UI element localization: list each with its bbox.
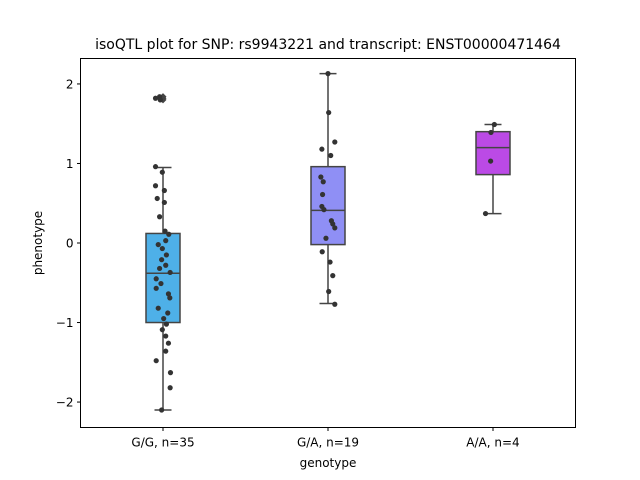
data-point	[153, 276, 159, 282]
data-point	[327, 259, 333, 265]
data-point	[161, 315, 167, 322]
data-point	[321, 206, 327, 213]
data-point	[488, 129, 494, 136]
data-point	[167, 269, 173, 276]
y-tick-label: −2	[56, 396, 74, 410]
data-point	[159, 327, 165, 333]
data-point	[326, 288, 332, 295]
data-point	[167, 385, 173, 391]
y-axis: −2 −1 0 1 2	[56, 77, 81, 410]
x-axis-label: genotype	[300, 456, 357, 470]
data-point	[488, 158, 494, 164]
data-point	[491, 121, 497, 128]
data-point	[159, 169, 165, 175]
y-tick-label: 1	[66, 157, 74, 171]
data-point	[326, 109, 332, 116]
data-point	[155, 305, 161, 311]
plot-area	[145, 71, 511, 413]
data-point	[330, 273, 336, 279]
data-point	[152, 164, 159, 170]
data-point	[157, 265, 163, 272]
data-point	[163, 238, 169, 244]
data-point	[319, 146, 325, 152]
chart-title: isoQTL plot for SNP: rs9943221 and trans…	[95, 37, 561, 53]
data-point	[157, 97, 163, 103]
data-point	[330, 221, 336, 227]
box-iqr	[475, 130, 511, 176]
data-point	[165, 291, 172, 297]
data-point	[332, 139, 338, 145]
y-tick-label: 0	[66, 237, 74, 251]
data-point	[153, 285, 159, 291]
data-point	[153, 358, 159, 364]
data-point	[154, 195, 160, 202]
data-point	[320, 179, 326, 185]
y-tick-label: −1	[56, 316, 74, 330]
data-point	[163, 333, 169, 339]
y-axis-label: phenotype	[31, 211, 45, 275]
data-point	[319, 249, 325, 255]
data-point	[328, 152, 334, 159]
data-point	[166, 231, 172, 237]
data-point	[163, 252, 169, 258]
data-point	[159, 245, 165, 252]
data-point	[162, 228, 168, 234]
data-point	[332, 225, 338, 231]
data-point	[163, 262, 169, 268]
data-point	[161, 187, 167, 194]
data-point	[163, 321, 169, 327]
data-point	[165, 340, 172, 346]
data-point	[155, 241, 161, 248]
x-tick-label: G/A, n=19	[297, 436, 359, 450]
data-point	[167, 370, 174, 376]
data-point	[167, 295, 173, 301]
data-point	[482, 210, 489, 217]
box-group	[310, 72, 346, 305]
data-point	[165, 310, 171, 316]
data-point	[319, 191, 326, 198]
x-tick-label: A/A, n=4	[466, 436, 519, 450]
data-point	[158, 280, 164, 287]
data-point	[325, 71, 331, 77]
y-tick-label: 2	[66, 77, 74, 91]
data-point	[159, 407, 165, 413]
data-point	[152, 183, 159, 189]
box-iqr	[310, 165, 346, 246]
data-point	[159, 257, 165, 263]
data-point	[157, 214, 163, 220]
data-point	[161, 199, 167, 206]
box-group	[475, 123, 511, 215]
x-tick-label: G/G, n=35	[131, 436, 194, 450]
data-point	[163, 348, 169, 354]
data-point	[323, 235, 329, 241]
data-point	[332, 301, 338, 307]
data-point	[152, 95, 159, 101]
x-axis: G/G, n=35 G/A, n=19 A/A, n=4	[131, 427, 520, 450]
data-point	[318, 174, 324, 180]
